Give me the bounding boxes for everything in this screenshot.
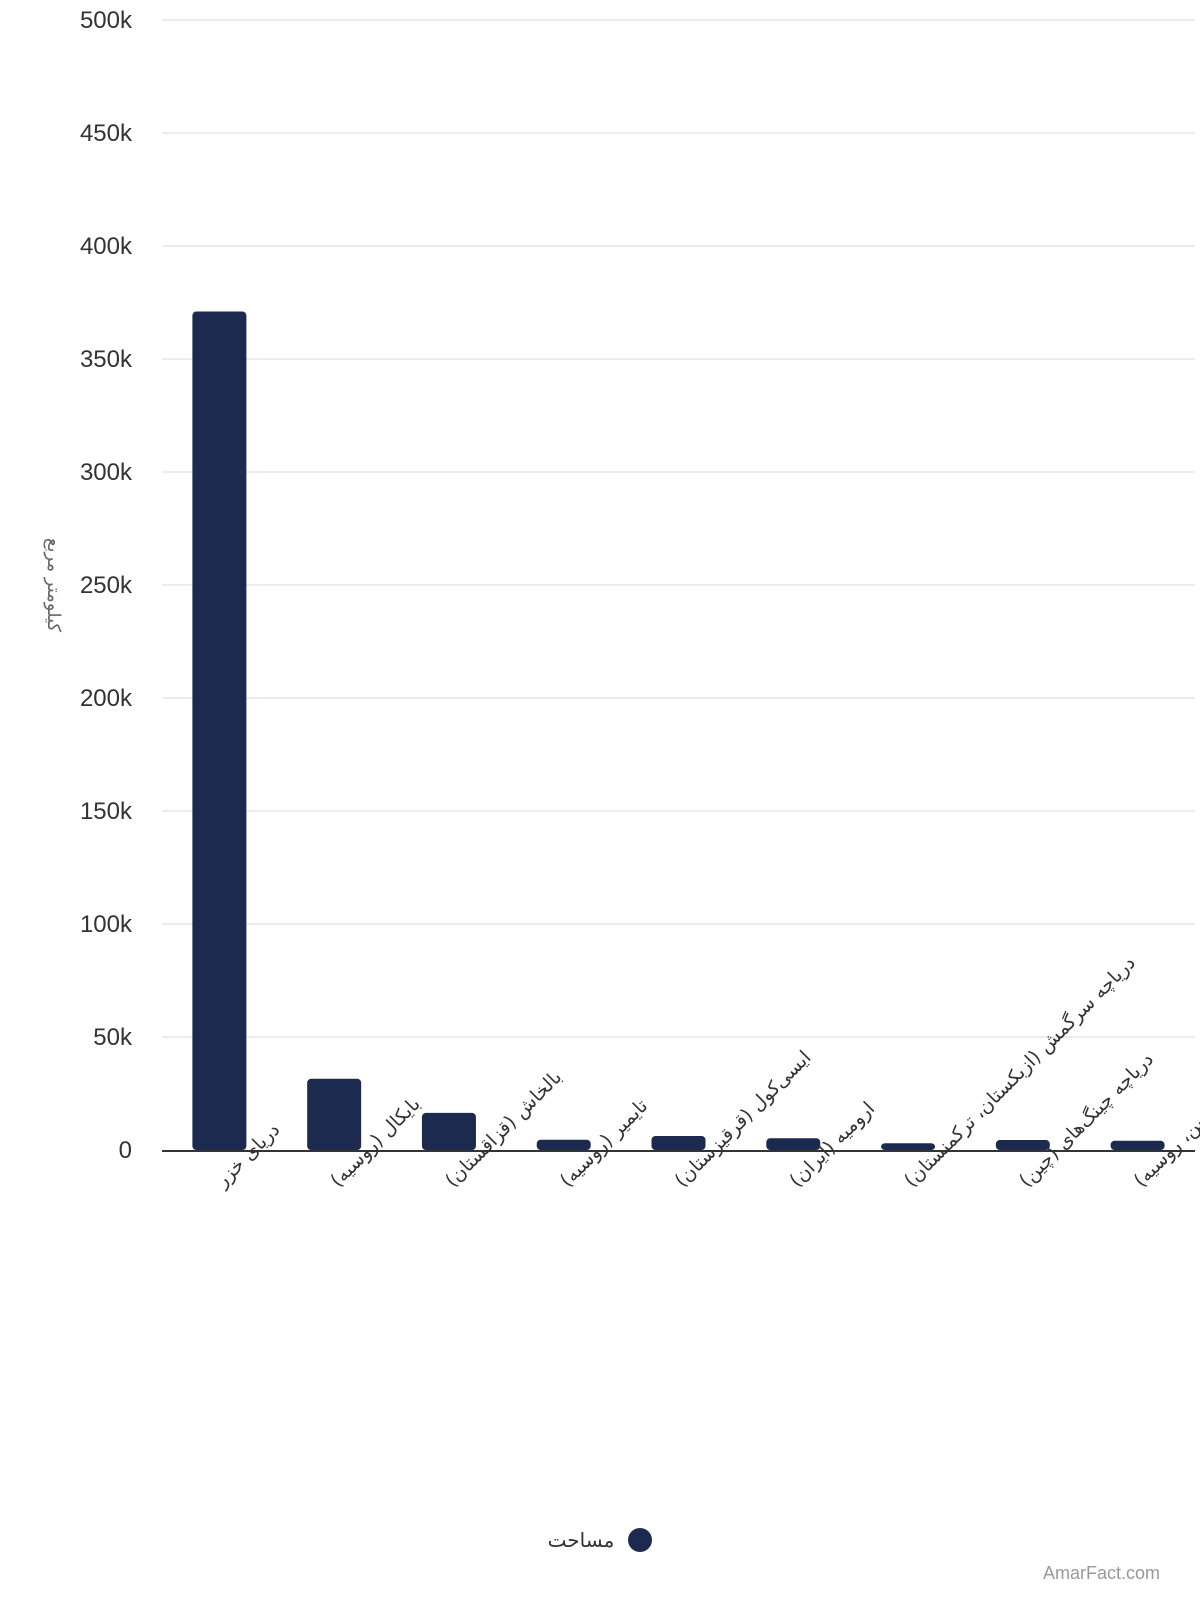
y-tick-label: 500k bbox=[80, 7, 133, 34]
y-tick-label: 250k bbox=[80, 572, 133, 599]
grid-lines bbox=[162, 19, 1195, 1038]
bar[interactable] bbox=[651, 1135, 706, 1150]
y-tick-label: 300k bbox=[80, 459, 133, 486]
bar-chart: 0 50k 100k 150k 200k 250k 300k 350k 400k 450k 500k… bbox=[43, 7, 1200, 1192]
y-tick-label: 200k bbox=[80, 685, 133, 712]
y-tick-label: 150k bbox=[80, 798, 133, 825]
y-tick-label: 450k bbox=[80, 120, 133, 147]
y-tick-label: 400k bbox=[80, 233, 133, 260]
y-tick-label: 0 bbox=[119, 1137, 132, 1164]
x-tick-label: خانکا (چین، روسیه) bbox=[1130, 1067, 1200, 1192]
bar[interactable] bbox=[307, 1078, 362, 1150]
y-tick-label: 50k bbox=[93, 1024, 133, 1051]
legend: مساحت bbox=[0, 1528, 1200, 1552]
bar[interactable] bbox=[536, 1139, 591, 1150]
bar[interactable] bbox=[421, 1112, 476, 1150]
bars bbox=[192, 311, 1165, 1150]
bar[interactable] bbox=[881, 1143, 936, 1150]
y-tick-label: 100k bbox=[80, 911, 133, 938]
y-tick-label: 350k bbox=[80, 346, 133, 373]
bar[interactable] bbox=[192, 311, 247, 1150]
legend-label[interactable]: مساحت bbox=[547, 1528, 615, 1552]
y-axis-ticks: 0 50k 100k 150k 200k 250k 300k 350k 400k 450k 500k bbox=[80, 7, 133, 1164]
y-axis-label: کیلومتر مربع bbox=[43, 538, 64, 633]
x-tick-label: دریاچه سرگمش (ازبکستان، ترکمنستان) bbox=[899, 951, 1139, 1191]
category-labels: دریای خزر بایکال (روسیه) بالخاش (قزاقستان)… bbox=[211, 951, 1200, 1192]
watermark: AmarFact.com bbox=[1042, 1563, 1160, 1583]
bar[interactable] bbox=[995, 1140, 1050, 1150]
legend-marker bbox=[628, 1528, 653, 1552]
bar[interactable] bbox=[766, 1138, 821, 1150]
bar[interactable] bbox=[1110, 1140, 1165, 1150]
